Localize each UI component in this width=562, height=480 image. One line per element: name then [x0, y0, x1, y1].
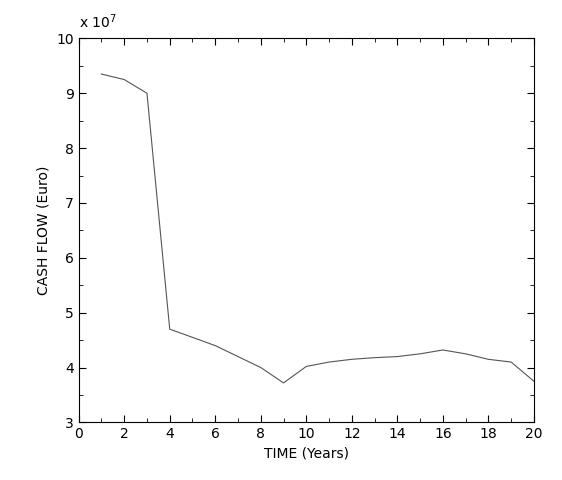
Text: x 10$^{7}$: x 10$^{7}$	[79, 12, 116, 31]
X-axis label: TIME (Years): TIME (Years)	[264, 447, 349, 461]
Y-axis label: CASH FLOW (Euro): CASH FLOW (Euro)	[37, 166, 51, 295]
